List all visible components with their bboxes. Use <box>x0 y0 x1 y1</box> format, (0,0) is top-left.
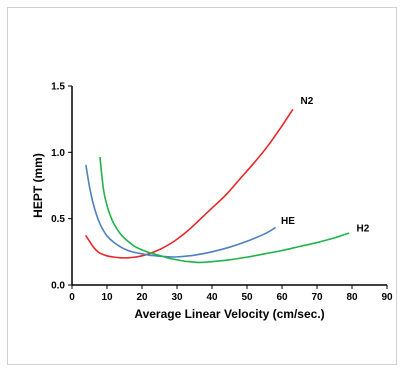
axes <box>71 86 387 286</box>
y-tick-label: 0.5 <box>51 214 65 225</box>
x-tick-label: 60 <box>276 292 288 303</box>
x-tick-label: 0 <box>69 292 75 303</box>
y-tick-label: 1.5 <box>51 82 65 93</box>
series-label-he: HE <box>281 216 295 227</box>
series-line-he <box>85 164 276 258</box>
series-label-n2: N2 <box>301 96 314 107</box>
x-tick-label: 70 <box>311 292 323 303</box>
y-tick-label: 0.0 <box>51 281 65 292</box>
x-axis-title: Average Linear Velocity (cm/sec.) <box>134 307 324 321</box>
series-line-n2 <box>85 109 294 259</box>
series-label-h2: H2 <box>357 223 370 234</box>
series-lines <box>85 109 350 264</box>
series-line-h2 <box>99 156 350 264</box>
x-tick-label: 50 <box>241 292 253 303</box>
x-tick-label: 30 <box>171 292 183 303</box>
x-tick-label: 90 <box>381 292 393 303</box>
y-tick-label: 1.0 <box>51 148 65 159</box>
x-tick-label: 10 <box>101 292 113 303</box>
x-tick-label: 80 <box>346 292 358 303</box>
x-tick-label: 20 <box>136 292 148 303</box>
y-axis-title: HEPT (mm) <box>31 153 45 218</box>
ticks: 0 10 20 30 40 50 60 70 80 90 0.0 0.5 1.0 1.5 <box>51 82 393 304</box>
series-labels: N2 HE H2 <box>281 96 370 234</box>
x-tick-label: 40 <box>206 292 218 303</box>
